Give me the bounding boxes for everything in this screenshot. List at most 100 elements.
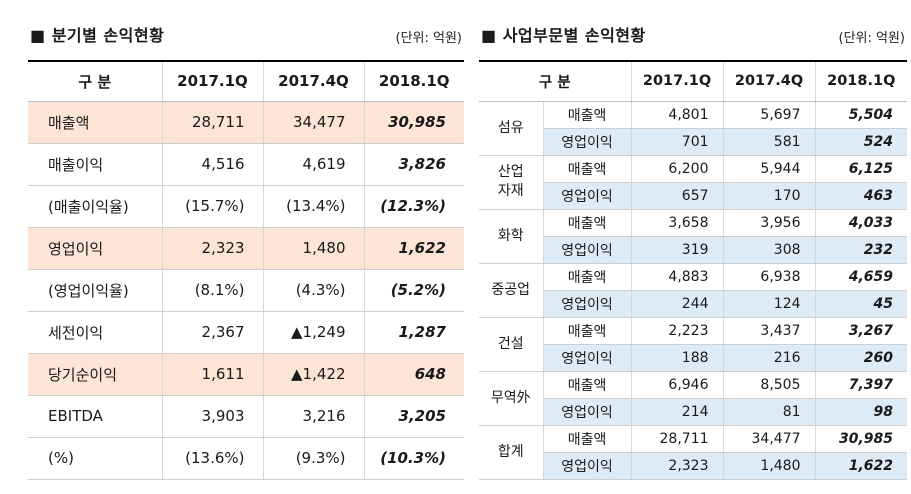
table-row: 세전이익 2,367 ▲1,249 1,287: [28, 311, 464, 354]
table-row: (매출이익율) (15.7%) (13.4%) (12.3%): [28, 185, 464, 228]
col-header-2017-4q: 2017.4Q: [263, 61, 365, 102]
cell-value: 1,480: [723, 452, 816, 480]
quarterly-panel-header: ■ 분기별 손익현황 (단위: 억원): [28, 22, 464, 46]
cell-value: 2,323: [631, 452, 724, 480]
cell-value: 5,504: [815, 101, 908, 129]
segments-unit-label: (단위: 억원): [838, 31, 906, 46]
row-label: (%): [28, 437, 163, 480]
cell-value: 124: [723, 290, 816, 318]
row-label: 영업이익: [543, 452, 632, 480]
row-label: 영업이익: [543, 128, 632, 156]
row-label: 당기순이익: [28, 353, 163, 396]
cell-value: 1,622: [364, 227, 464, 270]
cell-value: 4,801: [631, 101, 724, 129]
cell-value: (9.3%): [263, 437, 365, 480]
cell-value: 170: [723, 182, 816, 210]
row-label: 매출액: [543, 155, 632, 183]
cell-value: ▲1,249: [263, 311, 365, 354]
cell-value: 4,883: [631, 263, 724, 291]
row-label: 영업이익: [543, 344, 632, 372]
quarterly-header-row: 구 분 2017.1Q 2017.4Q 2018.1Q: [28, 61, 464, 102]
segment-name: 화학: [479, 209, 544, 264]
row-label: 영업이익: [543, 182, 632, 210]
segment-name: 산업 자재: [479, 155, 544, 210]
cell-value: 232: [815, 236, 908, 264]
cell-value: 30,985: [364, 101, 464, 144]
cell-value: 6,938: [723, 263, 816, 291]
col-header-2017-1q: 2017.1Q: [162, 61, 264, 102]
table-row: 당기순이익 1,611 ▲1,422 648: [28, 353, 464, 396]
cell-value: ▲1,422: [263, 353, 365, 396]
cell-value: 463: [815, 182, 908, 210]
table-row: 섬유 매출액 4,801 5,697 5,504: [479, 101, 908, 156]
cell-value: (15.7%): [162, 185, 264, 228]
row-label: 매출액: [543, 209, 632, 237]
row-label: 매출액: [28, 101, 163, 144]
table-row: 영업이익 657 170 463: [479, 182, 908, 210]
col-header-2018-1q: 2018.1Q: [364, 61, 464, 102]
cell-value: 701: [631, 128, 724, 156]
table-row: 영업이익 188 216 260: [479, 344, 908, 372]
cell-value: 28,711: [631, 425, 724, 453]
row-label: (영업이익율): [28, 269, 163, 312]
col-header-category: 구 분: [479, 61, 632, 102]
quarterly-unit-label: (단위: 억원): [395, 31, 463, 46]
cell-value: 34,477: [263, 101, 365, 144]
cell-value: (12.3%): [364, 185, 464, 228]
cell-value: 244: [631, 290, 724, 318]
row-label: 세전이익: [28, 311, 163, 354]
cell-value: 7,397: [815, 371, 908, 399]
cell-value: 6,200: [631, 155, 724, 183]
table-row: 영업이익 319 308 232: [479, 236, 908, 264]
cell-value: 1,611: [162, 353, 264, 396]
row-label: 매출액: [543, 263, 632, 291]
table-row: 매출액 28,711 34,477 30,985: [28, 101, 464, 144]
table-row: 건설 매출액 2,223 3,437 3,267: [479, 317, 908, 372]
row-label: 매출이익: [28, 143, 163, 186]
cell-value: 3,437: [723, 317, 816, 345]
row-label: 매출액: [543, 371, 632, 399]
cell-value: 216: [723, 344, 816, 372]
cell-value: 34,477: [723, 425, 816, 453]
col-header-2018-1q: 2018.1Q: [815, 61, 908, 102]
row-label: 영업이익: [543, 236, 632, 264]
cell-value: 3,216: [263, 395, 365, 438]
cell-value: 1,622: [815, 452, 908, 480]
cell-value: 308: [723, 236, 816, 264]
col-header-2017-1q: 2017.1Q: [631, 61, 724, 102]
cell-value: 3,826: [364, 143, 464, 186]
cell-value: 319: [631, 236, 724, 264]
segment-name: 무역外: [479, 371, 544, 426]
segment-name: 건설: [479, 317, 544, 372]
segments-panel-header: ■ 사업부문별 손익현황 (단위: 억원): [479, 22, 907, 46]
cell-value: 98: [815, 398, 908, 426]
cell-value: 3,956: [723, 209, 816, 237]
cell-value: 6,946: [631, 371, 724, 399]
row-label: 매출액: [543, 101, 632, 129]
row-label: EBITDA: [28, 395, 163, 438]
cell-value: 1,287: [364, 311, 464, 354]
table-row: 산업 자재 매출액 6,200 5,944 6,125: [479, 155, 908, 210]
cell-value: 2,323: [162, 227, 264, 270]
segments-title: ■ 사업부문별 손익현황: [481, 26, 646, 45]
row-label: (매출이익율): [28, 185, 163, 228]
cell-value: 3,903: [162, 395, 264, 438]
cell-value: 3,267: [815, 317, 908, 345]
cell-value: (8.1%): [162, 269, 264, 312]
table-row: 영업이익 2,323 1,480 1,622: [479, 452, 908, 480]
table-row: 무역外 매출액 6,946 8,505 7,397: [479, 371, 908, 426]
cell-value: 3,658: [631, 209, 724, 237]
quarterly-title: ■ 분기별 손익현황: [30, 26, 165, 45]
segment-name: 합계: [479, 425, 544, 480]
table-row: 매출이익 4,516 4,619 3,826: [28, 143, 464, 186]
segments-header-row: 구 분 2017.1Q 2017.4Q 2018.1Q: [479, 61, 908, 102]
cell-value: 28,711: [162, 101, 264, 144]
cell-value: 188: [631, 344, 724, 372]
cell-value: 260: [815, 344, 908, 372]
cell-value: 2,367: [162, 311, 264, 354]
row-label: 매출액: [543, 425, 632, 453]
cell-value: 4,659: [815, 263, 908, 291]
table-row: 화학 매출액 3,658 3,956 4,033: [479, 209, 908, 264]
table-row: 중공업 매출액 4,883 6,938 4,659: [479, 263, 908, 318]
row-label: 매출액: [543, 317, 632, 345]
